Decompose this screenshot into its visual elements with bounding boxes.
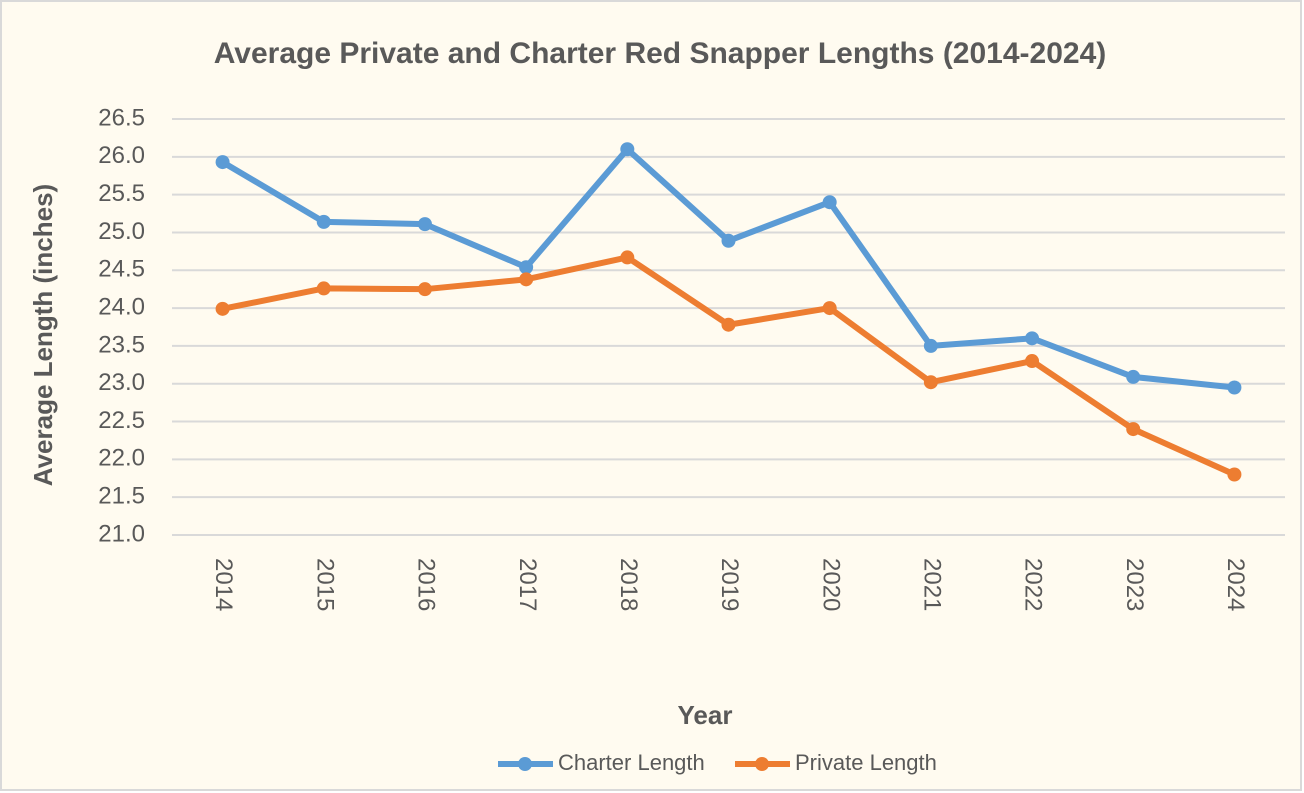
- data-point: [923, 375, 938, 390]
- y-tick-label: 26.0: [98, 142, 145, 169]
- data-point: [417, 282, 432, 297]
- y-tick-label: 23.0: [98, 369, 145, 396]
- data-point: [417, 217, 432, 232]
- x-tick-label: 2022: [1020, 558, 1047, 611]
- x-tick-label: 2023: [1121, 558, 1148, 611]
- x-tick-label: 2014: [210, 558, 237, 611]
- y-tick-label: 25.0: [98, 218, 145, 245]
- data-point: [316, 281, 331, 296]
- data-point: [721, 233, 736, 248]
- y-tick-label: 24.0: [98, 293, 145, 320]
- data-point: [519, 272, 534, 287]
- legend-label: Private Length: [795, 750, 937, 775]
- data-point: [1025, 354, 1040, 369]
- y-axis-label: Average Length (inches): [28, 184, 58, 486]
- data-point: [215, 155, 230, 170]
- data-point: [822, 195, 837, 210]
- data-point: [1227, 380, 1242, 395]
- data-point: [316, 214, 331, 229]
- x-tick-label: 2015: [311, 558, 338, 611]
- legend-label: Charter Length: [558, 750, 705, 775]
- y-tick-label: 24.5: [98, 256, 145, 283]
- x-tick-label: 2017: [514, 558, 541, 611]
- y-tick-label: 25.5: [98, 180, 145, 207]
- legend-marker: [518, 757, 532, 771]
- x-tick-label: 2016: [413, 558, 440, 611]
- legend-marker: [755, 757, 769, 771]
- data-point: [1126, 369, 1141, 384]
- data-point: [923, 338, 938, 353]
- x-tick-label: 2021: [919, 558, 946, 611]
- data-point: [620, 142, 635, 157]
- y-tick-label: 22.0: [98, 445, 145, 472]
- x-tick-label: 2019: [716, 558, 743, 611]
- y-tick-label: 26.5: [98, 104, 145, 131]
- y-tick-label: 22.5: [98, 407, 145, 434]
- x-tick-label: 2018: [615, 558, 642, 611]
- chart-title: Average Private and Charter Red Snapper …: [214, 37, 1107, 70]
- y-tick-label: 23.5: [98, 331, 145, 358]
- data-point: [519, 260, 534, 275]
- x-tick-label: 2020: [817, 558, 844, 611]
- data-point: [1126, 422, 1141, 437]
- y-tick-label: 21.5: [98, 483, 145, 510]
- y-tick-label: 21.0: [98, 520, 145, 547]
- data-point: [1025, 331, 1040, 346]
- data-point: [822, 301, 837, 316]
- data-point: [1227, 467, 1242, 482]
- data-point: [721, 317, 736, 332]
- x-axis-label: Year: [678, 700, 733, 730]
- data-point: [215, 301, 230, 316]
- data-point: [620, 250, 635, 265]
- x-tick-label: 2024: [1222, 558, 1249, 611]
